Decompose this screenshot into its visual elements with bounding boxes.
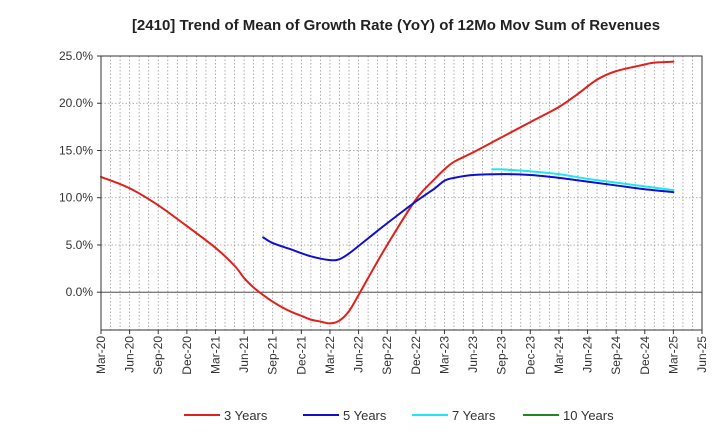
x-tick-label: Mar-21 bbox=[208, 336, 222, 374]
y-tick-label: 20.0% bbox=[59, 96, 93, 110]
x-tick-label: Dec-22 bbox=[409, 336, 423, 375]
x-tick-label: Dec-24 bbox=[638, 336, 652, 375]
y-tick-label: 5.0% bbox=[66, 238, 94, 252]
y-tick-label: 25.0% bbox=[59, 49, 93, 63]
x-tick-label: Dec-23 bbox=[523, 336, 537, 375]
y-tick-label: 0.0% bbox=[66, 285, 94, 299]
legend-item-10-years: 10 Years bbox=[523, 408, 614, 423]
plot-frame bbox=[100, 55, 703, 331]
legend-item-5-years: 5 Years bbox=[303, 408, 387, 423]
series-line-5-years bbox=[262, 173, 675, 262]
x-tick-label: Dec-21 bbox=[294, 336, 308, 375]
grid bbox=[101, 55, 702, 330]
x-tick-label: Jun-23 bbox=[466, 336, 480, 373]
legend-item-3-years: 3 Years bbox=[184, 408, 268, 423]
series-line-7-years bbox=[491, 168, 675, 192]
x-tick-label: Jun-22 bbox=[352, 336, 366, 373]
x-tick-label: Mar-22 bbox=[323, 336, 337, 374]
y-tick-label: 10.0% bbox=[59, 191, 93, 205]
chart-title: [2410] Trend of Mean of Growth Rate (YoY… bbox=[132, 17, 660, 34]
series-line-3-years bbox=[100, 60, 675, 325]
x-tick-label: Mar-20 bbox=[94, 336, 108, 374]
x-tick-label: Mar-23 bbox=[437, 336, 451, 374]
legend-label: 5 Years bbox=[343, 408, 387, 423]
x-tick-label: Sep-24 bbox=[609, 336, 623, 375]
x-tick-label: Mar-25 bbox=[666, 336, 680, 374]
series-lines bbox=[100, 60, 675, 325]
x-tick-label: Sep-20 bbox=[151, 336, 165, 375]
legend-label: 10 Years bbox=[563, 408, 614, 423]
x-tick-label: Jun-21 bbox=[237, 336, 251, 373]
x-tick-label: Mar-24 bbox=[552, 336, 566, 374]
legend-item-7-years: 7 Years bbox=[412, 408, 496, 423]
x-tick-label: Sep-21 bbox=[266, 336, 280, 375]
y-tick-label: 15.0% bbox=[59, 143, 93, 157]
legend-label: 3 Years bbox=[224, 408, 268, 423]
y-axis-ticks: 0.0% 5.0% 10.0% 15.0% 20.0% 25.0% bbox=[59, 49, 101, 299]
x-tick-label: Dec-20 bbox=[180, 336, 194, 375]
x-tick-label: Jun-25 bbox=[695, 336, 709, 373]
x-tick-label: Sep-22 bbox=[380, 336, 394, 375]
legend-label: 7 Years bbox=[452, 408, 496, 423]
legend: 3 Years 5 Years 7 Years 10 Years bbox=[184, 408, 614, 423]
x-tick-label: Jun-24 bbox=[581, 336, 595, 373]
x-axis-ticks: Mar-20 Jun-20 Sep-20 Dec-20 Mar-21 Jun-21 Sep-… bbox=[94, 330, 709, 375]
x-tick-label: Jun-20 bbox=[123, 336, 137, 373]
x-tick-label: Sep-23 bbox=[495, 336, 509, 375]
